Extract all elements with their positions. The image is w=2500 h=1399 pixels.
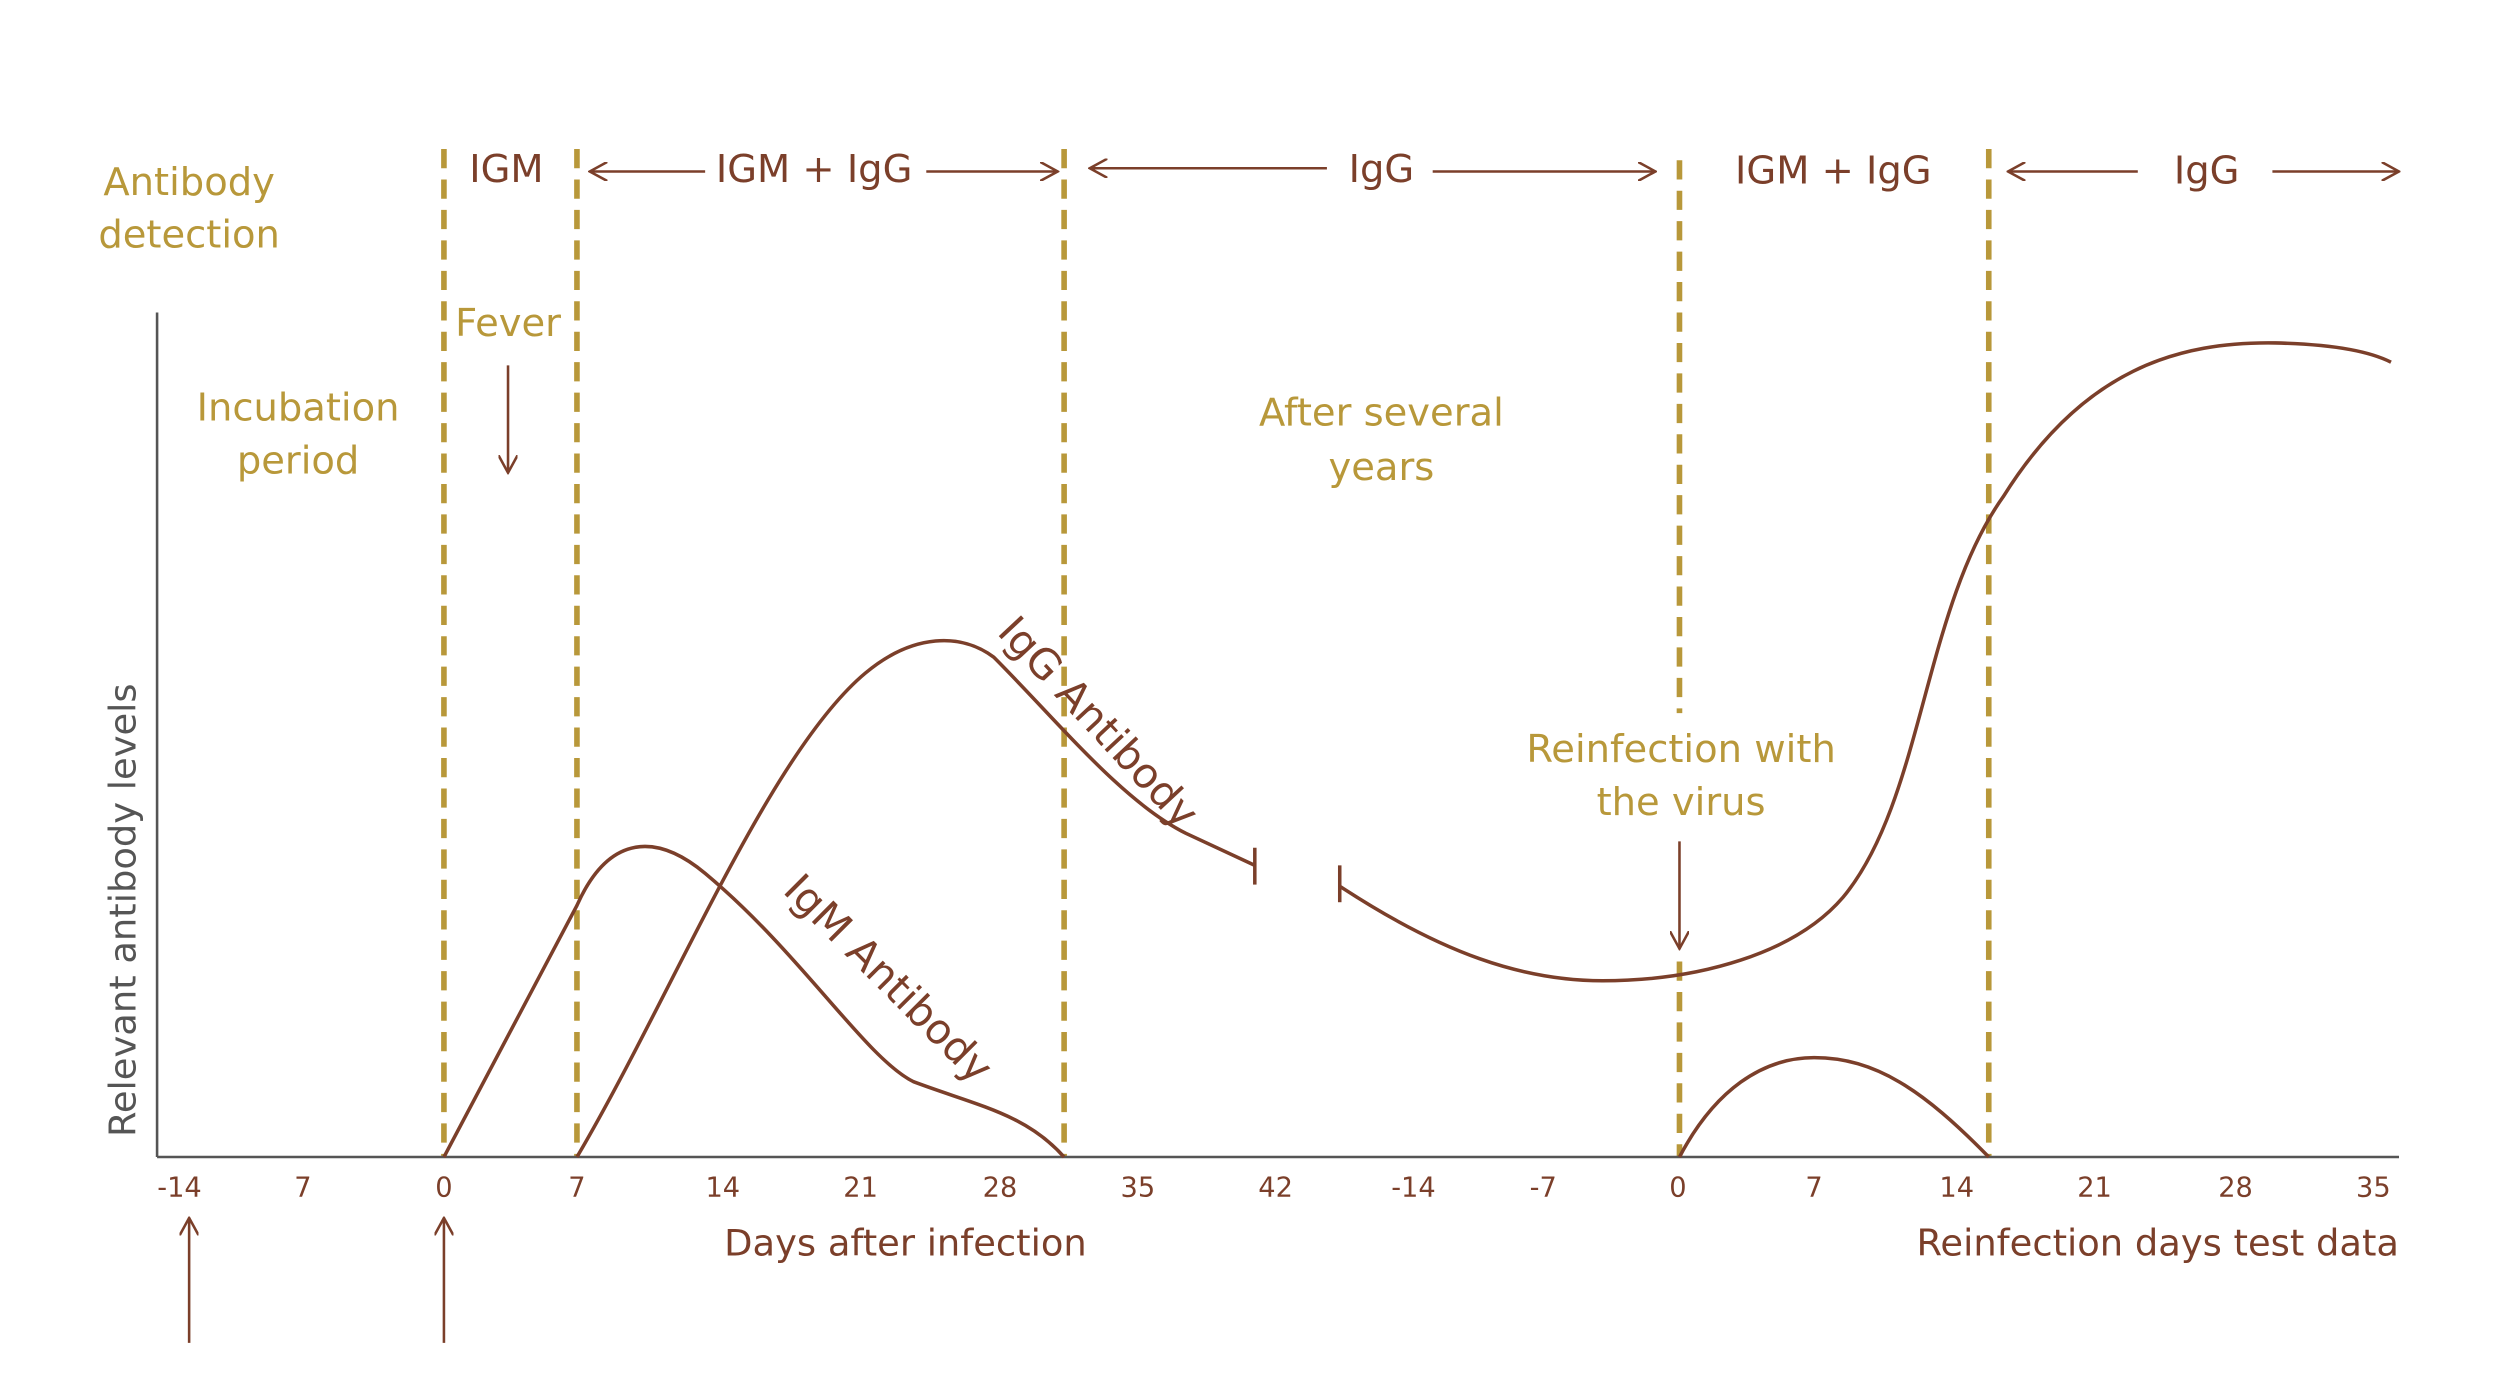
x-tick-label: 7	[568, 1173, 585, 1204]
y-axis-label: Relevant antibody levels	[102, 683, 145, 1137]
x-tick-label: -14	[157, 1173, 201, 1204]
phase-label: IGM	[469, 147, 543, 192]
x-tick-label: 14	[1939, 1173, 1974, 1204]
x-tick-label: 7	[294, 1173, 311, 1204]
x-tick-label: 35	[2356, 1173, 2391, 1204]
x-axis-label: Days after infection	[724, 1222, 1087, 1265]
phase-label: IGM + IgG	[1735, 149, 1932, 194]
incubation-label: period	[237, 439, 360, 484]
years-label: After several	[1259, 391, 1504, 436]
x-tick-label: 21	[843, 1173, 878, 1204]
reinfection-label: Reinfection with	[1526, 727, 1836, 772]
x-tick-label: -7	[1530, 1173, 1557, 1204]
phase-label: IgG	[1349, 147, 1415, 192]
reinfection-label: the virus	[1597, 780, 1766, 825]
incubation-label: Incubation	[197, 386, 400, 431]
x-tick-label: 7	[1805, 1173, 1822, 1204]
x-tick-label: 28	[983, 1173, 1018, 1204]
phase-label: IGM + IgG	[716, 147, 913, 192]
phase-dividers	[441, 149, 1992, 1158]
igm-curve-reinfection	[1677, 1055, 1991, 1159]
x-tick-label: 35	[1120, 1173, 1155, 1204]
fever-label: Fever	[455, 301, 561, 346]
igg-curve-reinfection	[1338, 341, 2392, 983]
x-tick-label: 42	[1258, 1173, 1293, 1204]
x-tick-label: 28	[2218, 1173, 2253, 1204]
years-label: years	[1328, 445, 1434, 490]
igg-curve	[575, 638, 1256, 1158]
x-tick-label: 0	[435, 1173, 452, 1204]
detection-label: Antibody	[103, 160, 275, 205]
x-tick-label: -14	[1391, 1173, 1435, 1204]
x-tick-label: 14	[705, 1173, 740, 1204]
x-tick-label: 0	[1669, 1173, 1686, 1204]
x-ticks: -14 7 0 7 14 21 28 35 42 -14 -7 0 7 14 21 28 35	[157, 1173, 2390, 1204]
detection-label: detection	[98, 213, 280, 258]
phase-label: IgG	[2174, 149, 2240, 194]
igm-curve	[442, 844, 1066, 1159]
x-tick-label: 21	[2077, 1173, 2112, 1204]
x2-axis-label: Reinfection days test data	[1916, 1222, 2399, 1265]
